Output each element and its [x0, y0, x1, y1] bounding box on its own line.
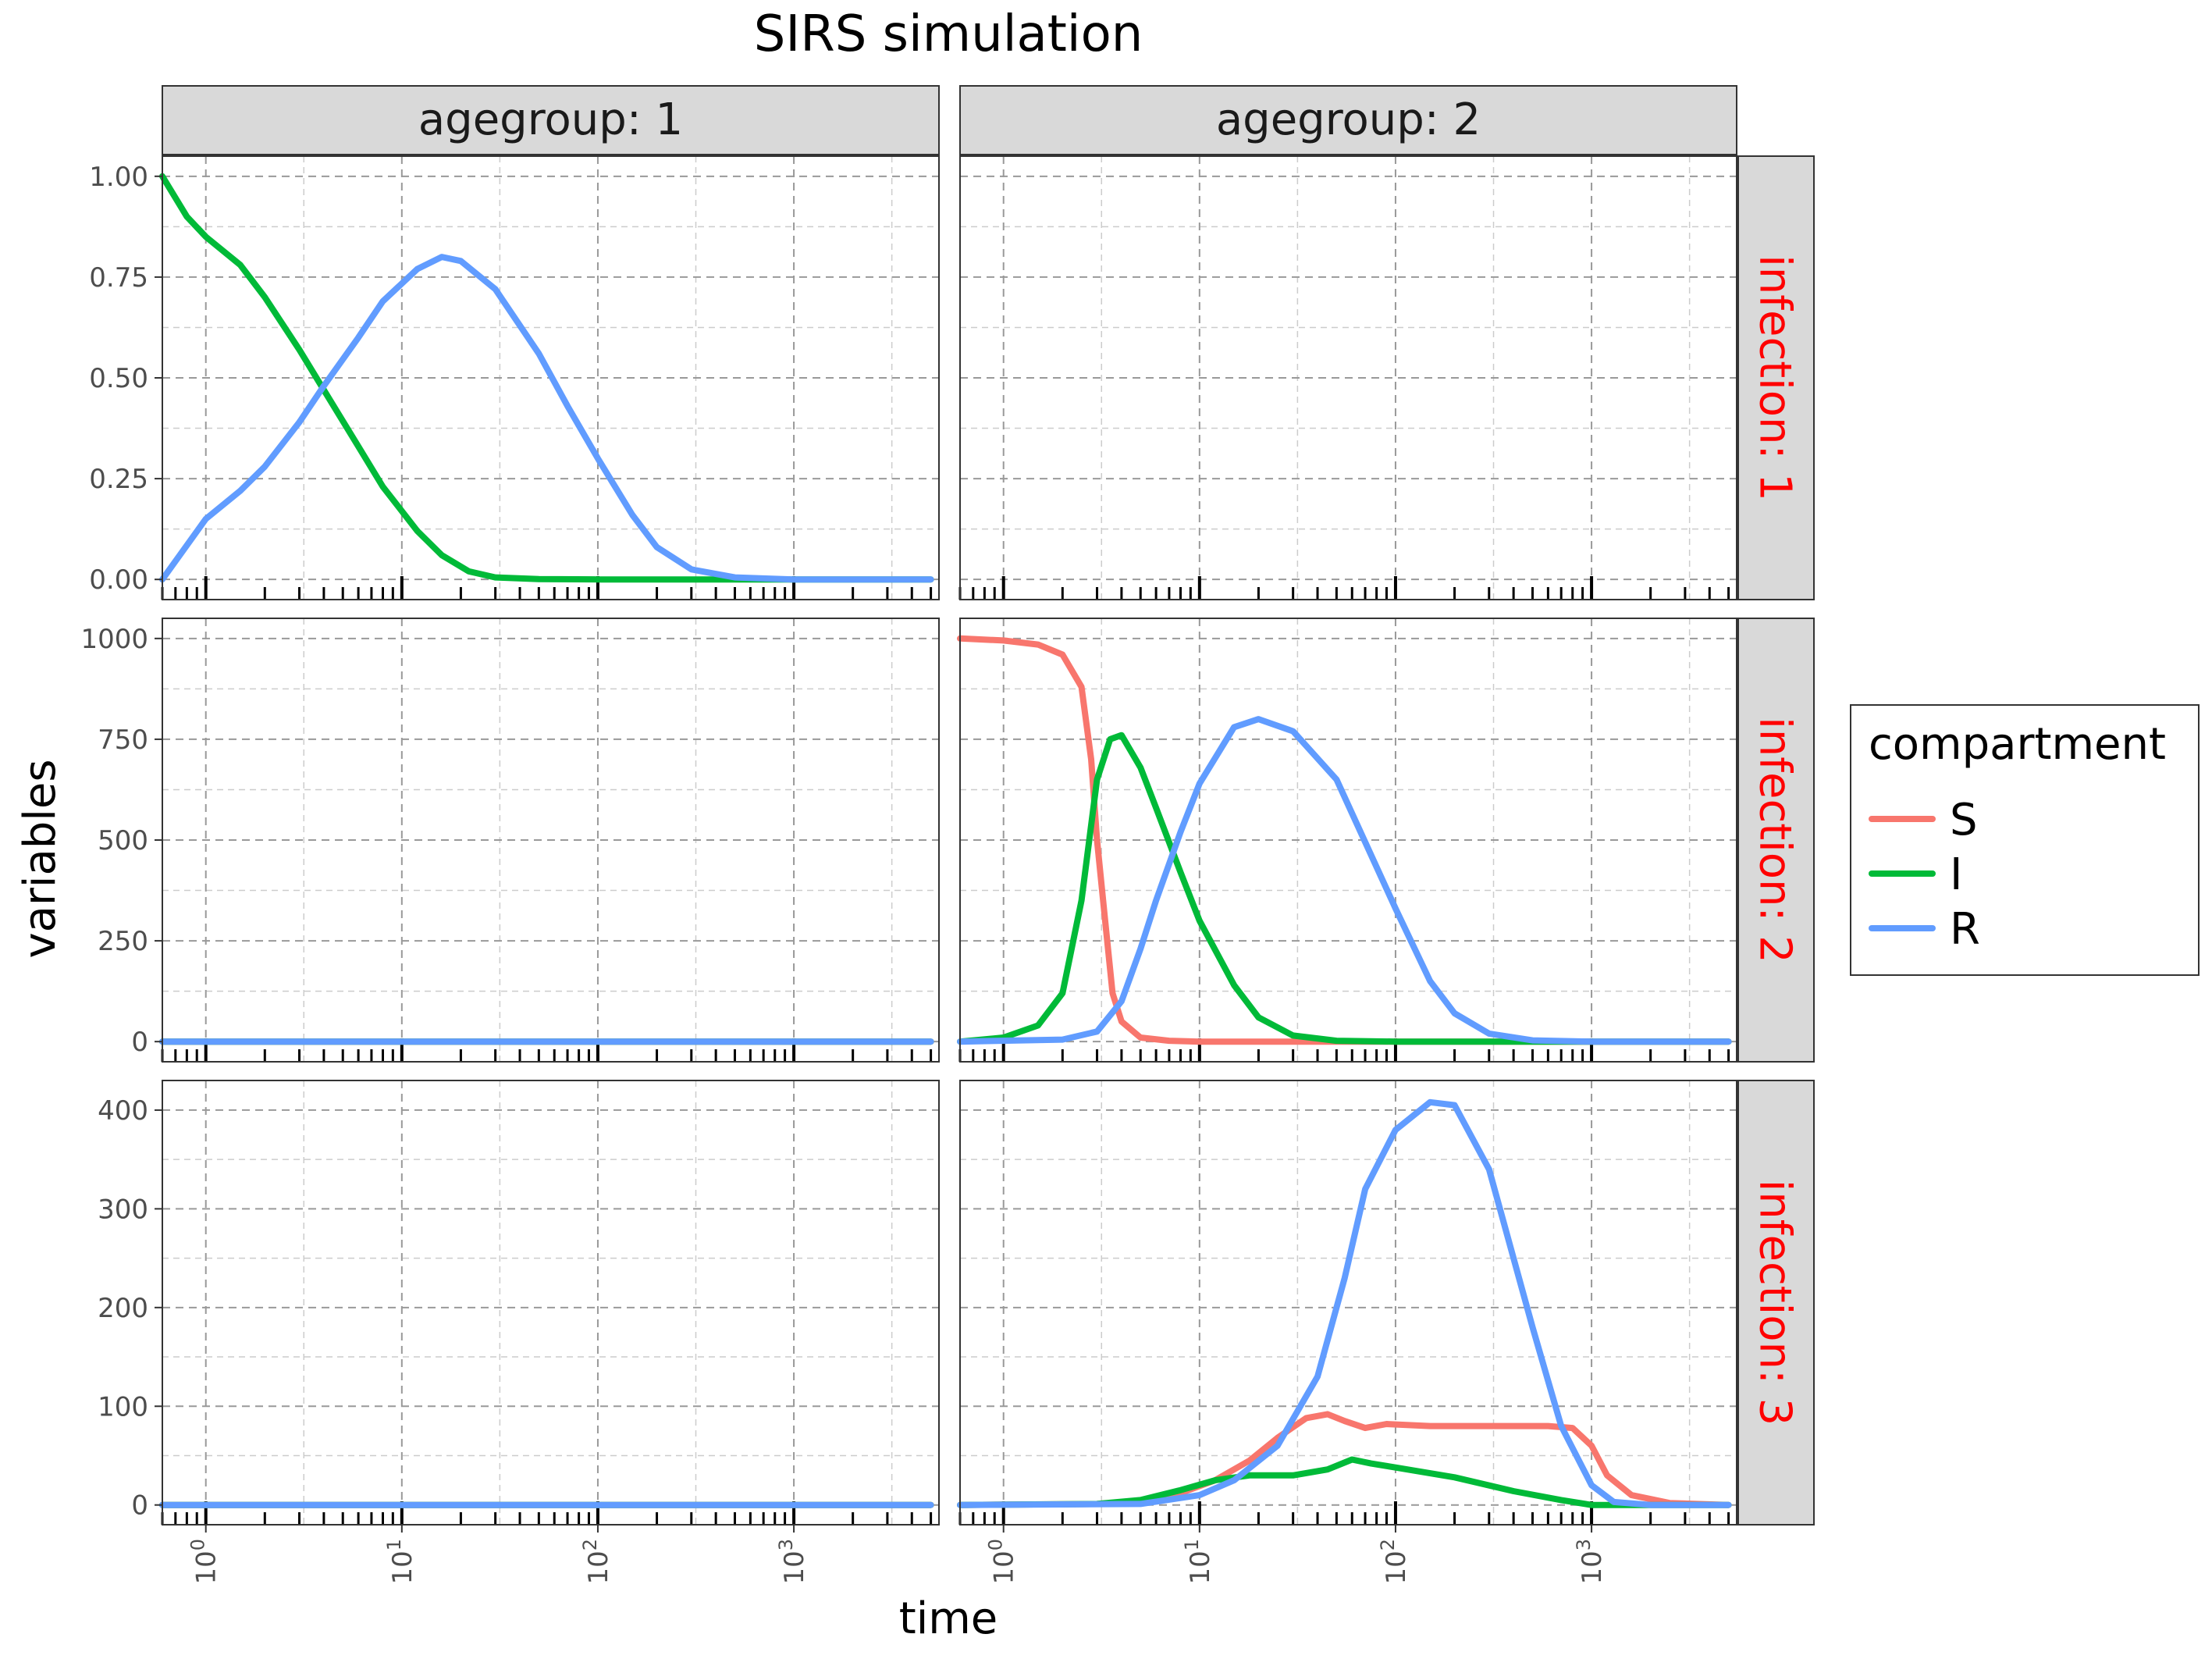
y-tick-label: 0.50: [89, 363, 148, 394]
panel-border: [959, 618, 1737, 1063]
legend-label-R: R: [1950, 904, 1980, 955]
x-tick-label: 100: [187, 1539, 222, 1585]
x-tick-label: 101: [1181, 1539, 1216, 1585]
panel-r3-c2: 100 101 102 103: [957, 1080, 1737, 1585]
col-strip-1: [162, 85, 940, 155]
panels-layer: agegroup: 1 agegroup: 2 infection: 1 infect…: [80, 85, 1815, 1585]
y-tick-label: 400: [98, 1095, 148, 1127]
col-strip-2: [959, 85, 1737, 155]
y-tick-label: 1000: [80, 624, 148, 655]
panel-background: [162, 1080, 939, 1525]
legend-label-I: I: [1950, 849, 1963, 900]
series-line-I: [957, 732, 1732, 1045]
x-tick-label: 100: [985, 1539, 1020, 1585]
legend-label-S: S: [1950, 795, 1978, 846]
row-strip-3: [1737, 1080, 1815, 1525]
series-line-I: [957, 1456, 1732, 1508]
panel-background: [960, 1080, 1737, 1525]
panel-r2-c1: 0 250 500 750 1000: [80, 618, 940, 1063]
panel-r1-c1: 0.00 0.25 0.50 0.75 1.00: [89, 155, 940, 600]
series-line-S: [957, 635, 1732, 1045]
row-strip-label-2: infection: 2: [1750, 717, 1801, 963]
y-tick-label: 500: [98, 825, 148, 856]
y-tick-label: 0: [131, 1490, 148, 1522]
y-tick-label: 300: [98, 1194, 148, 1225]
col-strip-label-1: agegroup: 1: [418, 94, 683, 145]
y-tick-label: 1.00: [89, 162, 148, 193]
legend-title: compartment: [1869, 719, 2166, 770]
y-tick-label: 200: [98, 1293, 148, 1324]
y-tick-label: 0: [131, 1027, 148, 1058]
row-strip-label-1: infection: 1: [1750, 255, 1801, 501]
chart-title: SIRS simulation: [754, 5, 1143, 63]
x-tick-label: 103: [1573, 1539, 1608, 1585]
y-axis-label: variables: [15, 759, 66, 958]
x-tick-label: 103: [775, 1539, 810, 1585]
y-tick-label: 0.75: [89, 262, 148, 294]
x-axis-label: time: [899, 1593, 998, 1644]
series-line-R: [957, 1098, 1732, 1508]
y-tick-label: 100: [98, 1391, 148, 1422]
x-tick-label: 102: [1377, 1539, 1412, 1585]
x-tick-label: 102: [579, 1539, 614, 1585]
col-strip-label-2: agegroup: 2: [1216, 94, 1481, 145]
y-tick-label: 750: [98, 724, 148, 756]
panel-r1-c2: [958, 155, 1737, 600]
series-line-R: [957, 716, 1732, 1045]
panel-border: [959, 155, 1737, 600]
panel-r2-c2: [957, 618, 1737, 1063]
panel-border: [959, 1080, 1737, 1525]
y-tick-label: 0.00: [89, 564, 148, 596]
panel-r3-c1: 0 100 200 300 400 100 101 102 103: [98, 1080, 940, 1585]
series-line-I: [159, 173, 934, 583]
y-tick-label: 250: [98, 926, 148, 957]
legend: compartment SIR: [1850, 704, 2200, 976]
series-line-R: [159, 254, 934, 583]
y-tick-label: 0.25: [89, 464, 148, 495]
row-strip-label-3: infection: 3: [1750, 1180, 1801, 1426]
row-strip-1: [1737, 155, 1815, 600]
panel-border: [162, 1080, 940, 1525]
row-strip-2: [1737, 618, 1815, 1063]
x-tick-label: 101: [383, 1539, 418, 1585]
